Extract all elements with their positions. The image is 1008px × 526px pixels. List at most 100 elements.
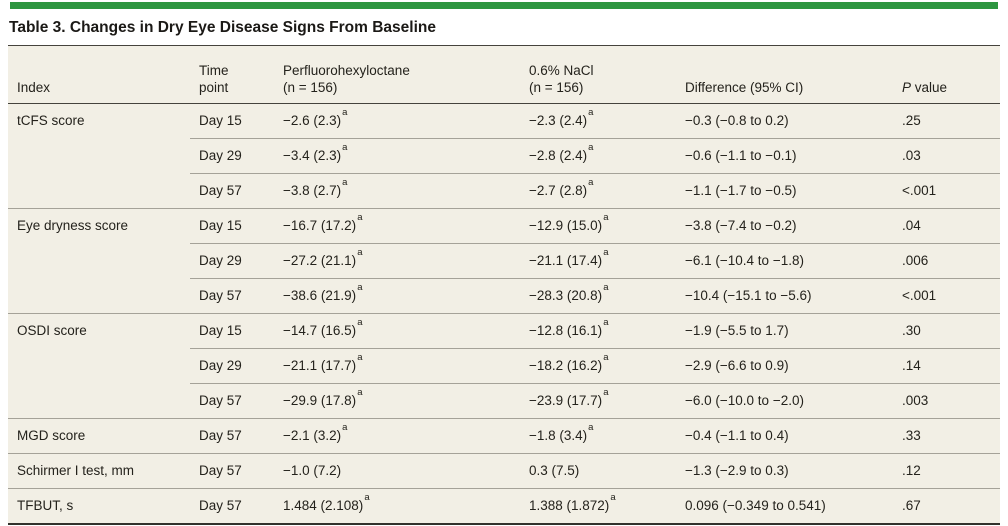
column-header-nacl: 0.6% NaCl (n = 156) bbox=[520, 45, 676, 104]
cell-drug-value: −38.6 (21.9)a bbox=[274, 278, 520, 314]
cell-drug-value: −29.9 (17.8)a bbox=[274, 383, 520, 419]
table-header: Index Time point Perfluorohexyloctane (n… bbox=[8, 45, 1000, 104]
footnote-marker-a: a bbox=[342, 142, 348, 153]
footnote-marker-a: a bbox=[357, 247, 363, 258]
cell-time-point: Day 15 bbox=[190, 103, 274, 139]
cell-time-point: Day 29 bbox=[190, 243, 274, 279]
column-header-difference: Difference (95% CI) bbox=[676, 45, 893, 104]
cell-nacl-value: −12.8 (16.1)a bbox=[520, 313, 676, 349]
footnote-marker-a: a bbox=[588, 422, 594, 433]
cell-index-eye-dryness: Eye dryness score bbox=[8, 208, 190, 314]
cell-nacl-value: −21.1 (17.4)a bbox=[520, 243, 676, 279]
cell-difference: −1.1 (−1.7 to −0.5) bbox=[676, 173, 893, 209]
cell-difference: −6.1 (−10.4 to −1.8) bbox=[676, 243, 893, 279]
table-row-osdi-day15: OSDI score Day 15 −14.7 (16.5)a −12.8 (1… bbox=[8, 313, 1000, 419]
cell-index-tcfs: tCFS score bbox=[8, 103, 190, 209]
cell-drug-value: −2.6 (2.3)a bbox=[274, 103, 520, 139]
cell-drug-value: 1.484 (2.108)a bbox=[274, 488, 520, 524]
cell-drug-value: −3.8 (2.7)a bbox=[274, 173, 520, 209]
footnote-marker-a: a bbox=[603, 317, 609, 328]
table-row-tfbut-day57: TFBUT, s Day 57 1.484 (2.108)a 1.388 (1.… bbox=[8, 488, 1000, 524]
table-row-osdi-day57: Day 57 −29.9 (17.8)a −23.9 (17.7)a −6.0 … bbox=[8, 383, 1000, 419]
p-value-rest: value bbox=[911, 80, 948, 95]
cell-time-point: Day 57 bbox=[190, 278, 274, 314]
table-title: Table 3. Changes in Dry Eye Disease Sign… bbox=[9, 19, 436, 36]
cell-nacl-value: −2.7 (2.8)a bbox=[520, 173, 676, 209]
cell-p-value: .33 bbox=[893, 418, 1000, 454]
dry-eye-signs-table: Index Time point Perfluorohexyloctane (n… bbox=[8, 45, 1000, 525]
cell-index-mgd: MGD score bbox=[8, 418, 190, 454]
footnote-marker-a: a bbox=[610, 492, 616, 503]
cell-difference: −10.4 (−15.1 to −5.6) bbox=[676, 278, 893, 314]
cell-time-point: Day 15 bbox=[190, 208, 274, 244]
footnote-marker-a: a bbox=[588, 177, 594, 188]
cell-drug-value: −16.7 (17.2)a bbox=[274, 208, 520, 244]
table-body: tCFS score Day 15 −2.6 (2.3)a −2.3 (2.4)… bbox=[8, 103, 1000, 524]
table-row-osdi-day29: Day 29 −21.1 (17.7)a −18.2 (16.2)a −2.9 … bbox=[8, 348, 1000, 384]
footnote-marker-a: a bbox=[603, 352, 609, 363]
cell-nacl-value: 1.388 (1.872)a bbox=[520, 488, 676, 524]
footnote-marker-a: a bbox=[342, 107, 348, 118]
cell-nacl-value: −2.3 (2.4)a bbox=[520, 103, 676, 139]
footnote-marker-a: a bbox=[588, 142, 594, 153]
cell-p-value: .12 bbox=[893, 453, 1000, 489]
cell-difference: 0.096 (−0.349 to 0.541) bbox=[676, 488, 893, 524]
cell-difference: −3.8 (−7.4 to −0.2) bbox=[676, 208, 893, 244]
cell-p-value: .003 bbox=[893, 383, 1000, 419]
cell-nacl-value: −12.9 (15.0)a bbox=[520, 208, 676, 244]
cell-drug-value: −1.0 (7.2) bbox=[274, 453, 520, 489]
cell-p-value: .006 bbox=[893, 243, 1000, 279]
cell-nacl-value: 0.3 (7.5) bbox=[520, 453, 676, 489]
cell-time-point: Day 57 bbox=[190, 173, 274, 209]
cell-difference: −1.3 (−2.9 to 0.3) bbox=[676, 453, 893, 489]
cell-nacl-value: −2.8 (2.4)a bbox=[520, 138, 676, 174]
column-header-perfluorohexyloctane: Perfluorohexyloctane (n = 156) bbox=[274, 45, 520, 104]
cell-drug-value: −3.4 (2.3)a bbox=[274, 138, 520, 174]
cell-p-value: .30 bbox=[893, 313, 1000, 349]
column-header-time-point: Time point bbox=[190, 45, 274, 104]
cell-time-point: Day 57 bbox=[190, 383, 274, 419]
footnote-marker-a: a bbox=[357, 352, 363, 363]
footnote-marker-a: a bbox=[603, 212, 609, 223]
cell-p-value: .14 bbox=[893, 348, 1000, 384]
cell-difference: −6.0 (−10.0 to −2.0) bbox=[676, 383, 893, 419]
cell-time-point: Day 29 bbox=[190, 348, 274, 384]
column-header-index: Index bbox=[8, 45, 190, 104]
table-row-tcfs-day29: Day 29 −3.4 (2.3)a −2.8 (2.4)a −0.6 (−1.… bbox=[8, 138, 1000, 174]
footnote-marker-a: a bbox=[357, 387, 363, 398]
cell-drug-value: −14.7 (16.5)a bbox=[274, 313, 520, 349]
cell-difference: −1.9 (−5.5 to 1.7) bbox=[676, 313, 893, 349]
cell-index-schirmer: Schirmer I test, mm bbox=[8, 453, 190, 489]
table-row-dryness-day29: Day 29 −27.2 (21.1)a −21.1 (17.4)a −6.1 … bbox=[8, 243, 1000, 279]
column-header-p-value: P value bbox=[893, 45, 1000, 104]
cell-drug-value: −21.1 (17.7)a bbox=[274, 348, 520, 384]
cell-nacl-value: −18.2 (16.2)a bbox=[520, 348, 676, 384]
footnote-marker-a: a bbox=[342, 177, 348, 188]
footnote-marker-a: a bbox=[357, 282, 363, 293]
cell-p-value: <.001 bbox=[893, 173, 1000, 209]
footnote-marker-a: a bbox=[588, 107, 594, 118]
cell-time-point: Day 57 bbox=[190, 418, 274, 454]
table-row-dryness-day15: Eye dryness score Day 15 −16.7 (17.2)a −… bbox=[8, 208, 1000, 314]
cell-nacl-value: −1.8 (3.4)a bbox=[520, 418, 676, 454]
footnote-marker-a: a bbox=[357, 212, 363, 223]
cell-time-point: Day 57 bbox=[190, 488, 274, 524]
cell-p-value: <.001 bbox=[893, 278, 1000, 314]
cell-index-tfbut: TFBUT, s bbox=[8, 488, 190, 524]
table-row-dryness-day57: Day 57 −38.6 (21.9)a −28.3 (20.8)a −10.4… bbox=[8, 278, 1000, 314]
cell-time-point: Day 15 bbox=[190, 313, 274, 349]
table-row-tcfs-day57: Day 57 −3.8 (2.7)a −2.7 (2.8)a −1.1 (−1.… bbox=[8, 173, 1000, 209]
table-row-mgd-day57: MGD score Day 57 −2.1 (3.2)a −1.8 (3.4)a… bbox=[8, 418, 1000, 454]
p-value-italic-p: P bbox=[902, 80, 912, 95]
accent-bar bbox=[10, 2, 998, 9]
cell-p-value: .25 bbox=[893, 103, 1000, 139]
cell-drug-value: −27.2 (21.1)a bbox=[274, 243, 520, 279]
cell-nacl-value: −28.3 (20.8)a bbox=[520, 278, 676, 314]
header-row: Index Time point Perfluorohexyloctane (n… bbox=[8, 45, 1000, 104]
cell-p-value: .03 bbox=[893, 138, 1000, 174]
footnote-marker-a: a bbox=[603, 247, 609, 258]
cell-nacl-value: −23.9 (17.7)a bbox=[520, 383, 676, 419]
table-row-schirmer-day57: Schirmer I test, mm Day 57 −1.0 (7.2) 0.… bbox=[8, 453, 1000, 489]
cell-p-value: .04 bbox=[893, 208, 1000, 244]
